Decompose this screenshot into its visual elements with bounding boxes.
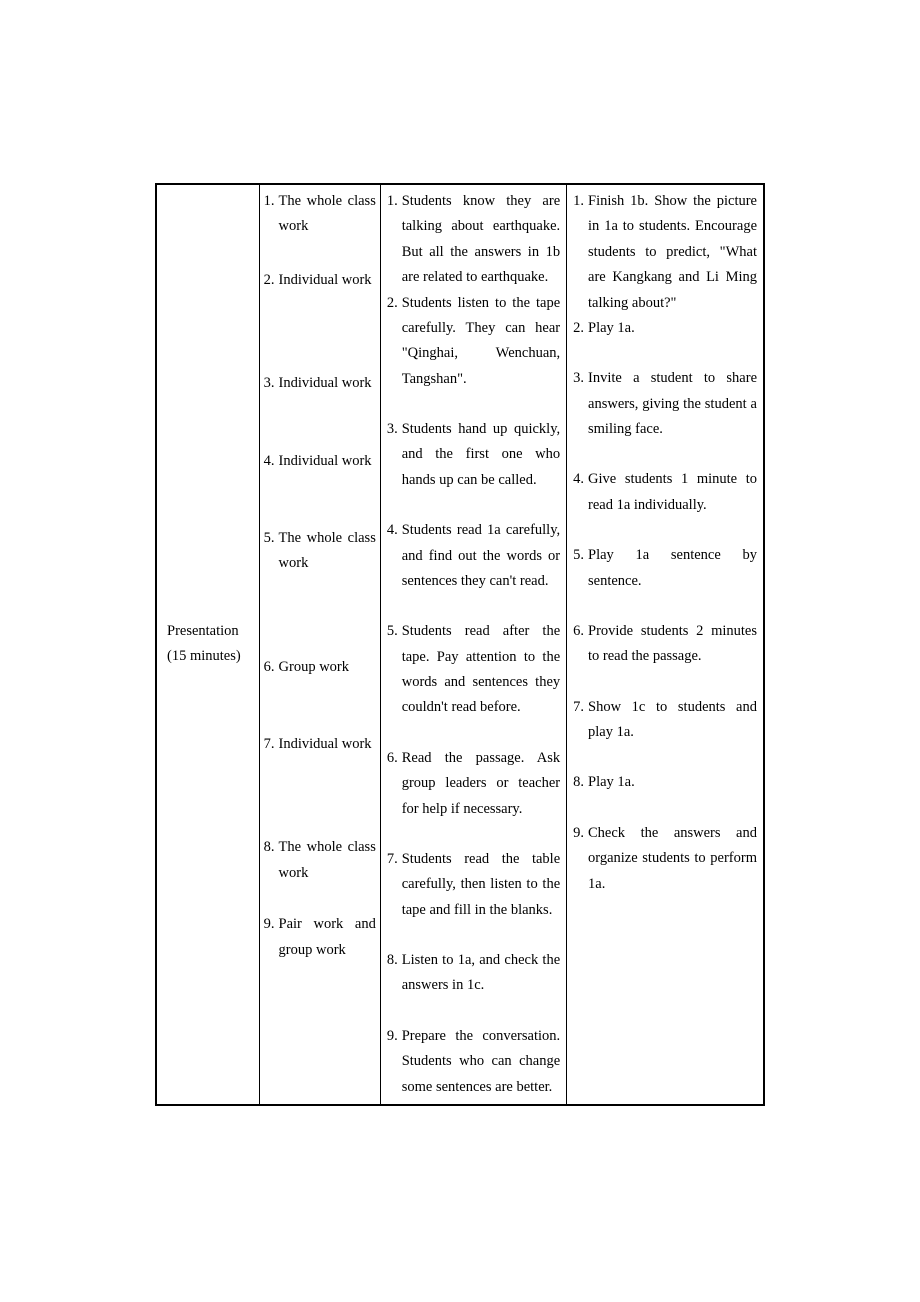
- item-text: The whole class work: [279, 526, 376, 577]
- list-item: 7.Individual work: [260, 732, 380, 757]
- item-number: 9.: [387, 1024, 402, 1100]
- item-text: Prepare the conversation. Students who c…: [402, 1024, 560, 1100]
- list-item: 6.Provide students 2 minutes to read the…: [567, 619, 763, 670]
- list-item: 5.Students read after the tape. Pay atte…: [381, 619, 566, 721]
- item-text: Pair work and group work: [279, 912, 376, 963]
- table: Presentation (15 minutes) 1.The whole cl…: [157, 185, 763, 1104]
- list-item: 6.Read the passage. Ask group leaders or…: [381, 746, 566, 822]
- item-text: Individual work: [279, 732, 376, 757]
- item-text: Read the passage. Ask group leaders or t…: [402, 746, 560, 822]
- list-item: 7.Show 1c to students and play 1a.: [567, 695, 763, 746]
- student-activity-cell: 1.Students know they are talking about e…: [380, 185, 566, 1104]
- list-item: 2.Individual work: [260, 268, 380, 293]
- lesson-plan-table: Presentation (15 minutes) 1.The whole cl…: [155, 183, 765, 1106]
- item-number: 5.: [573, 543, 588, 594]
- list-item: 8.Listen to 1a, and check the answers in…: [381, 948, 566, 999]
- list-item: 9.Prepare the conversation. Students who…: [381, 1024, 566, 1100]
- list-item: 8.The whole class work: [260, 835, 380, 886]
- stage-name: Presentation: [167, 619, 253, 644]
- item-text: Students read 1a carefully, and find out…: [402, 518, 560, 594]
- item-number: 9.: [573, 821, 588, 897]
- item-text: Individual work: [279, 268, 376, 293]
- table-row: Presentation (15 minutes) 1.The whole cl…: [157, 185, 763, 1104]
- item-number: 8.: [387, 948, 402, 999]
- item-number: 1.: [387, 189, 402, 291]
- list-item: 9.Pair work and group work: [260, 912, 380, 963]
- item-text: The whole class work: [279, 835, 376, 886]
- item-number: 4.: [573, 467, 588, 518]
- list-item: 7.Students read the table carefully, the…: [381, 847, 566, 923]
- list-item: 1.Finish 1b. Show the picture in 1a to s…: [567, 189, 763, 316]
- item-number: 3.: [264, 371, 279, 396]
- item-text: Students read the table carefully, then …: [402, 847, 560, 923]
- item-text: Play 1a.: [588, 316, 757, 341]
- item-number: 4.: [264, 449, 279, 474]
- item-number: 6.: [573, 619, 588, 670]
- item-number: 8.: [573, 770, 588, 795]
- item-text: Group work: [279, 655, 376, 680]
- item-number: 2.: [387, 291, 402, 393]
- item-number: 8.: [264, 835, 279, 886]
- item-text: Students read after the tape. Pay attent…: [402, 619, 560, 721]
- list-item: 5.Play 1a sentence by sentence.: [567, 543, 763, 594]
- list-item: 1.The whole class work: [260, 189, 380, 240]
- interaction-pattern-cell: 1.The whole class work2.Individual work3…: [259, 185, 380, 1104]
- list-item: 8.Play 1a.: [567, 770, 763, 795]
- item-text: Show 1c to students and play 1a.: [588, 695, 757, 746]
- item-text: Finish 1b. Show the picture in 1a to stu…: [588, 189, 757, 316]
- item-number: 6.: [264, 655, 279, 680]
- item-text: Students know they are talking about ear…: [402, 189, 560, 291]
- item-text: Students hand up quickly, and the first …: [402, 417, 560, 493]
- item-number: 1.: [264, 189, 279, 240]
- item-number: 7.: [573, 695, 588, 746]
- item-text: The whole class work: [279, 189, 376, 240]
- list-item: 4.Give students 1 minute to read 1a indi…: [567, 467, 763, 518]
- list-item: 9.Check the answers and organize student…: [567, 821, 763, 897]
- item-number: 1.: [573, 189, 588, 316]
- item-number: 5.: [387, 619, 402, 721]
- item-number: 7.: [387, 847, 402, 923]
- item-number: 6.: [387, 746, 402, 822]
- list-item: 2.Students listen to the tape carefully.…: [381, 291, 566, 393]
- item-text: Play 1a.: [588, 770, 757, 795]
- list-item: 1.Students know they are talking about e…: [381, 189, 566, 291]
- stage-duration: (15 minutes): [167, 644, 253, 669]
- item-number: 3.: [573, 366, 588, 442]
- item-text: Students listen to the tape carefully. T…: [402, 291, 560, 393]
- item-number: 5.: [264, 526, 279, 577]
- item-number: 3.: [387, 417, 402, 493]
- list-item: 2.Play 1a.: [567, 316, 763, 341]
- item-number: 9.: [264, 912, 279, 963]
- teacher-activity-cell: 1.Finish 1b. Show the picture in 1a to s…: [567, 185, 763, 1104]
- list-item: 6.Group work: [260, 655, 380, 680]
- list-item: 4.Students read 1a carefully, and find o…: [381, 518, 566, 594]
- item-text: Give students 1 minute to read 1a indivi…: [588, 467, 757, 518]
- item-text: Play 1a sentence by sentence.: [588, 543, 757, 594]
- item-text: Invite a student to share answers, givin…: [588, 366, 757, 442]
- item-text: Provide students 2 minutes to read the p…: [588, 619, 757, 670]
- stage-cell: Presentation (15 minutes): [157, 185, 259, 1104]
- list-item: 3.Invite a student to share answers, giv…: [567, 366, 763, 442]
- list-item: 4.Individual work: [260, 449, 380, 474]
- list-item: 3.Individual work: [260, 371, 380, 396]
- item-number: 2.: [573, 316, 588, 341]
- list-item: 3.Students hand up quickly, and the firs…: [381, 417, 566, 493]
- item-text: Individual work: [279, 371, 376, 396]
- item-number: 2.: [264, 268, 279, 293]
- item-number: 7.: [264, 732, 279, 757]
- item-text: Listen to 1a, and check the answers in 1…: [402, 948, 560, 999]
- item-text: Check the answers and organize students …: [588, 821, 757, 897]
- item-number: 4.: [387, 518, 402, 594]
- item-text: Individual work: [279, 449, 376, 474]
- list-item: 5.The whole class work: [260, 526, 380, 577]
